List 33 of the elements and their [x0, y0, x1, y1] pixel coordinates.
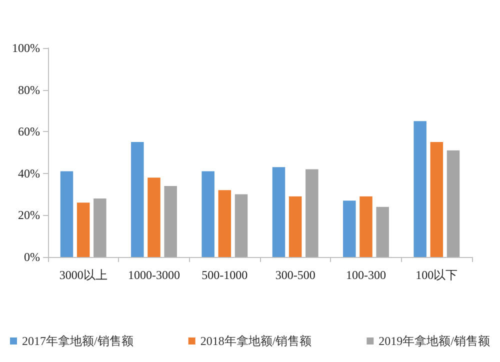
x-tick-label: 100以下	[416, 268, 458, 282]
y-tick-label: 60%	[18, 124, 40, 139]
x-tick-label: 500-1000	[202, 268, 248, 282]
bar	[306, 169, 318, 257]
bar	[164, 186, 177, 257]
x-tick-label: 300-500	[275, 268, 316, 282]
bar	[234, 194, 248, 257]
bar	[94, 198, 106, 257]
y-tick-label: 20%	[18, 208, 40, 222]
x-tick-label: 100-300	[346, 268, 386, 282]
x-tick-label: 3000以上	[59, 268, 108, 282]
y-tick-label: 100%	[12, 41, 40, 55]
x-tick-label: 1000-3000	[128, 268, 180, 282]
bar	[131, 142, 144, 257]
bar	[376, 206, 389, 257]
legend-label: 2017年拿地额/销售额	[22, 334, 134, 348]
bar	[343, 200, 356, 257]
bar	[446, 150, 460, 257]
y-tick-label: 0%	[24, 250, 40, 264]
bar	[76, 202, 90, 257]
bar	[430, 142, 444, 257]
bar	[218, 190, 232, 257]
bar	[360, 196, 372, 257]
y-tick-label: 80%	[18, 82, 40, 97]
bar	[202, 171, 214, 257]
legend-label: 2018年拿地额/销售额	[200, 334, 312, 348]
y-tick-label: 40%	[18, 166, 40, 180]
bar	[288, 196, 302, 257]
bar	[148, 178, 160, 257]
bar	[272, 167, 286, 257]
legend-label: 2019年拿地额/销售额	[378, 334, 490, 348]
bar	[414, 121, 426, 257]
bar	[60, 171, 74, 257]
